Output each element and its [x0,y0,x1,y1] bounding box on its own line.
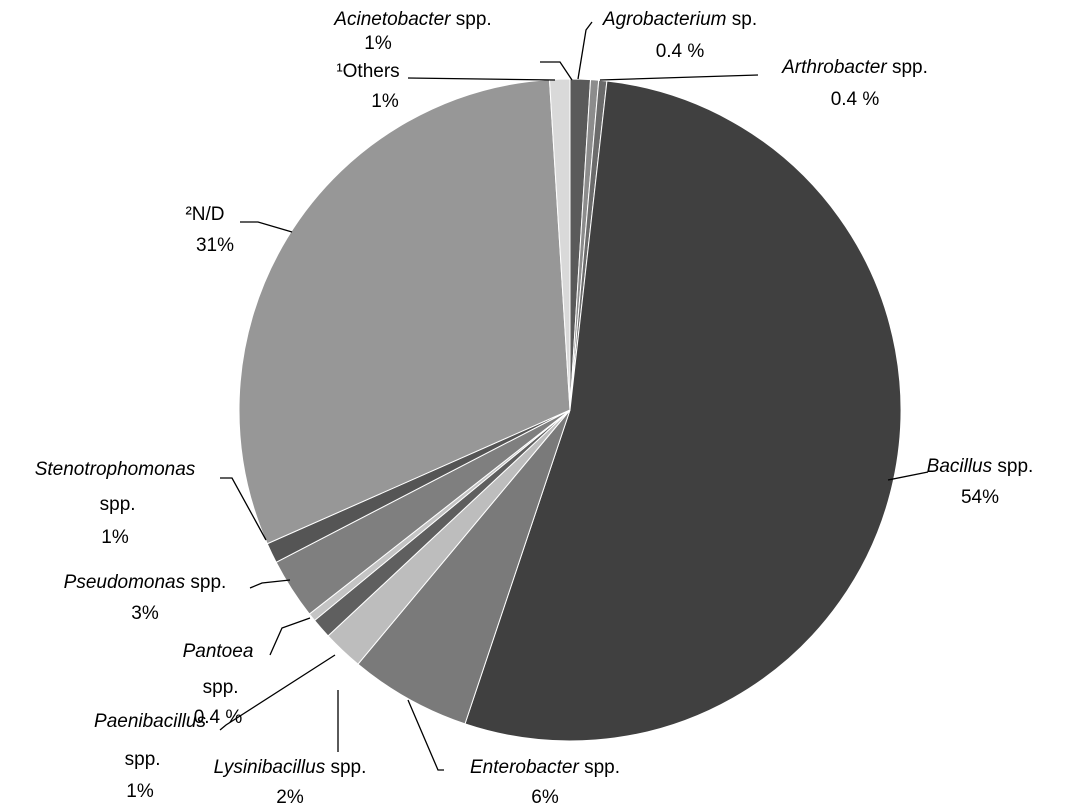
leader-line [887,471,929,481]
value-label: 6% [531,787,559,808]
value-label: 0.4 % [831,89,880,110]
slice-label: Lysinibacillus spp. [214,757,367,778]
value-label: 3% [131,603,159,624]
leader-line [269,617,311,656]
slice-label: Paenibacillus spp. [94,711,206,770]
value-label: 31% [196,235,234,256]
slice-label: Stenotrophomonas spp. [35,459,196,515]
value-label: 0.4 % [194,707,243,728]
leader-line [249,579,291,589]
pie-slice [464,80,902,742]
slice-label: ²N/D [185,204,224,225]
slice-label: Bacillus spp. [927,456,1034,477]
value-label: 54% [961,487,999,508]
leader-line [540,61,573,81]
leader-line [407,699,444,771]
leader-line [407,77,556,81]
leader-line [577,21,593,80]
value-label: 2% [276,787,304,808]
slice-label: Enterobacter spp. [470,757,620,778]
pie-slice [357,409,571,725]
leader-line [220,477,267,541]
value-label: 1% [126,781,154,802]
slice-label: ¹Others [336,61,399,82]
slice-label: Pseudomonas spp. [64,572,227,593]
leader-line [599,74,759,81]
leader-line [219,654,336,731]
value-label: 1% [364,33,392,54]
value-label: 0.4 % [656,41,705,62]
pie-slice [238,79,571,545]
leader-line [240,221,293,233]
value-label: 1% [101,527,129,548]
slice-label: Agrobacterium sp. [602,9,757,30]
slice-label: Pantoea spp. [183,641,254,698]
slice-label: Arthrobacter spp. [781,57,928,78]
slice-label: Acinetobacter spp. [333,9,491,30]
value-label: 1% [371,91,399,112]
